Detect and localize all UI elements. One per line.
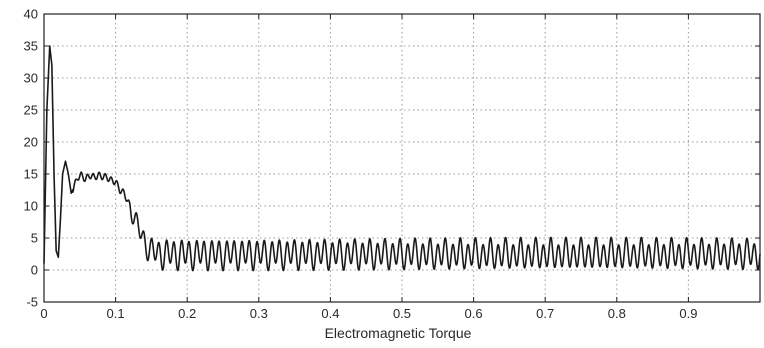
y-tick-label: 20 <box>24 135 38 150</box>
x-axis-title: Electromagnetic Torque <box>325 325 472 341</box>
y-axis-ticks: -5 0 5 10 15 20 25 30 35 40 <box>24 7 760 310</box>
x-tick-label: 0.2 <box>178 306 196 321</box>
x-tick-label: 0.8 <box>608 306 626 321</box>
x-tick-label: 0.3 <box>250 306 268 321</box>
y-tick-label: 25 <box>24 103 38 118</box>
x-tick-label: 0.6 <box>465 306 483 321</box>
x-tick-label: 0.5 <box>393 306 411 321</box>
x-tick-label: 0.1 <box>107 306 125 321</box>
x-axis-ticks: 0 0.1 0.2 0.3 0.4 0.5 0.6 0.7 0.8 0.9 <box>40 14 697 321</box>
plot-layer <box>43 45 761 272</box>
y-tick-label: 10 <box>24 199 38 214</box>
y-tick-label: 5 <box>31 231 38 246</box>
series-line <box>43 45 761 272</box>
x-tick-label: 0 <box>40 306 47 321</box>
y-tick-label: 35 <box>24 39 38 54</box>
y-tick-label: 30 <box>24 71 38 86</box>
x-tick-label: 0.7 <box>536 306 554 321</box>
y-tick-label: -5 <box>26 295 38 310</box>
y-tick-label: 40 <box>24 7 38 22</box>
x-tick-label: 0.9 <box>679 306 697 321</box>
y-tick-label: 15 <box>24 167 38 182</box>
x-tick-label: 0.4 <box>321 306 339 321</box>
y-tick-label: 0 <box>31 263 38 278</box>
